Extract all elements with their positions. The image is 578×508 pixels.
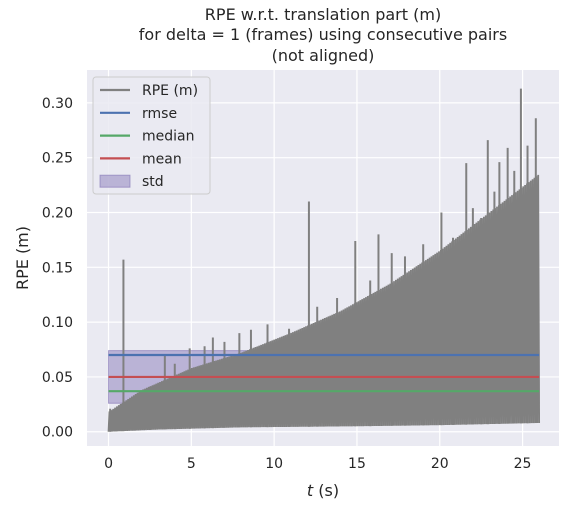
statistic-lines [108, 353, 540, 393]
x-axis-label-unit: (s) [313, 481, 339, 500]
legend-label: RPE (m) [142, 83, 198, 99]
legend-label: rmse [142, 106, 177, 122]
x-axis-label: t (s) [307, 481, 339, 500]
chart-title-line-1: RPE w.r.t. translation part (m) [205, 5, 441, 24]
y-tick-label: 0.00 [42, 425, 73, 441]
y-tick-label: 0.10 [42, 315, 73, 331]
legend-label: mean [142, 151, 182, 167]
x-tick-label: 10 [265, 456, 283, 472]
y-tick-label: 0.15 [42, 260, 73, 276]
legend-label: std [142, 174, 164, 190]
chart-title-line-3: (not aligned) [272, 46, 375, 65]
x-tick-label: 5 [187, 456, 196, 472]
chart-title: RPE w.r.t. translation part (m) for delt… [139, 5, 507, 65]
x-tick-label: 20 [431, 456, 449, 472]
legend-label: median [142, 129, 194, 145]
y-tick-label: 0.05 [42, 370, 73, 386]
chart-title-line-2: for delta = 1 (frames) using consecutive… [139, 25, 507, 44]
y-axis-label: RPE (m) [13, 226, 32, 290]
x-axis-label-variable: t [307, 481, 314, 500]
y-tick-labels: 0.00 0.05 0.10 0.15 0.20 0.25 0.30 [42, 96, 73, 441]
legend-std-swatch [99, 174, 131, 188]
x-tick-labels: 0 5 10 15 20 25 [104, 456, 531, 472]
x-tick-label: 25 [514, 456, 532, 472]
legend-box [92, 76, 211, 195]
x-tick-label: 15 [348, 456, 366, 472]
y-tick-label: 0.30 [42, 96, 73, 112]
legend: RPE (m) rmse median mean std [92, 76, 211, 195]
y-tick-label: 0.25 [42, 151, 73, 167]
y-tick-label: 0.20 [42, 206, 73, 222]
x-tick-label: 0 [104, 456, 113, 472]
